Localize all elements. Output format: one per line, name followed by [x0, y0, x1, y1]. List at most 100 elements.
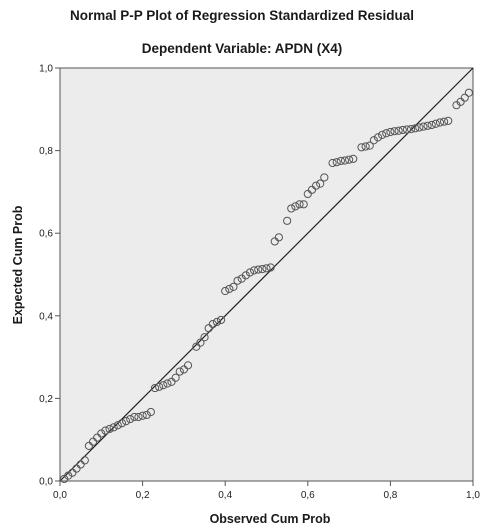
data-point	[76, 460, 85, 469]
data-point	[349, 154, 358, 163]
data-point	[311, 181, 321, 190]
data-point	[439, 117, 449, 126]
data-point	[88, 437, 98, 446]
data-point	[221, 286, 230, 296]
x-tick-label: 1,0	[466, 490, 480, 501]
x-axis-label: Observed Cum Prob	[209, 512, 331, 526]
data-point	[340, 156, 350, 165]
data-point	[109, 423, 118, 432]
data-point	[196, 338, 205, 347]
data-point	[245, 268, 255, 277]
data-point	[208, 319, 217, 329]
y-tick-label: 0,2	[39, 394, 53, 405]
y-tick-label: 1,0	[39, 64, 53, 75]
data-point	[229, 282, 238, 291]
data-point	[254, 265, 263, 274]
data-point	[84, 441, 94, 450]
data-point	[266, 263, 275, 272]
data-point	[365, 141, 374, 150]
data-point	[200, 333, 209, 342]
data-point	[80, 456, 89, 465]
data-point	[283, 216, 292, 225]
data-point	[431, 119, 440, 128]
data-point	[134, 412, 143, 422]
data-point	[262, 264, 271, 273]
data-point	[373, 133, 383, 142]
data-point	[233, 276, 242, 285]
data-point	[411, 124, 420, 133]
data-point	[386, 127, 395, 137]
data-point	[155, 382, 164, 391]
data-point	[130, 412, 139, 422]
data-point	[270, 237, 279, 246]
chart-subtitle: Dependent Variable: APDN (X4)	[141, 41, 343, 56]
y-tick-label: 0,8	[39, 146, 53, 157]
x-tick-label: 0,2	[136, 490, 150, 501]
data-point	[101, 426, 110, 435]
data-point	[167, 377, 176, 386]
reference-line	[59, 67, 474, 482]
data-point	[126, 414, 135, 424]
data-point	[287, 204, 296, 213]
data-point	[456, 97, 465, 106]
data-point	[316, 179, 325, 188]
data-point	[212, 317, 222, 327]
y-axis-label: Expected Cum Prob	[11, 205, 25, 325]
data-point	[117, 419, 127, 428]
data-point	[97, 429, 106, 438]
data-point	[394, 126, 403, 135]
x-tick-label: 0,6	[301, 490, 315, 501]
data-point	[406, 125, 416, 134]
data-point	[402, 125, 412, 134]
data-point	[332, 158, 341, 167]
data-point	[216, 315, 226, 325]
data-points	[60, 88, 473, 484]
data-point	[250, 266, 259, 275]
x-axis: 0,0 0,2 0,4 0,6 0,8 1,0	[53, 481, 480, 501]
data-point	[464, 88, 473, 97]
data-point	[423, 121, 432, 130]
y-tick-label: 0,0	[39, 477, 53, 488]
data-point	[175, 367, 184, 376]
data-point	[179, 365, 188, 374]
data-point	[419, 122, 428, 131]
data-point	[390, 127, 399, 136]
data-point	[105, 424, 114, 434]
data-point	[171, 373, 180, 382]
data-point	[93, 433, 102, 442]
data-point	[427, 120, 436, 130]
data-point	[460, 93, 469, 102]
data-point	[142, 410, 151, 420]
data-point	[444, 116, 453, 125]
data-point	[361, 142, 370, 151]
data-point	[163, 379, 172, 388]
chart-title: Normal P-P Plot of Regression Standardiz…	[69, 8, 415, 23]
data-point	[138, 411, 147, 420]
data-point	[369, 136, 378, 145]
y-tick-label: 0,6	[39, 229, 53, 240]
x-tick-label: 0,0	[53, 490, 67, 501]
data-point	[121, 417, 131, 426]
data-point	[241, 271, 250, 280]
data-point	[435, 118, 445, 127]
data-point	[295, 200, 304, 209]
y-axis: 0,0 0,2 0,4 0,6 0,8 1,0	[39, 64, 60, 488]
data-point	[398, 125, 407, 135]
data-point	[150, 383, 160, 393]
data-point	[68, 468, 77, 477]
data-point	[159, 381, 168, 390]
data-point	[225, 284, 234, 294]
data-point	[299, 200, 308, 209]
data-point	[345, 155, 354, 164]
data-point	[382, 129, 391, 138]
data-point	[274, 233, 283, 242]
data-point	[415, 123, 424, 132]
x-tick-label: 0,4	[218, 490, 232, 501]
data-point	[320, 173, 329, 182]
data-point	[192, 342, 201, 351]
data-point	[64, 471, 73, 480]
data-point	[72, 464, 81, 473]
data-point	[146, 407, 155, 417]
data-point	[357, 143, 366, 152]
